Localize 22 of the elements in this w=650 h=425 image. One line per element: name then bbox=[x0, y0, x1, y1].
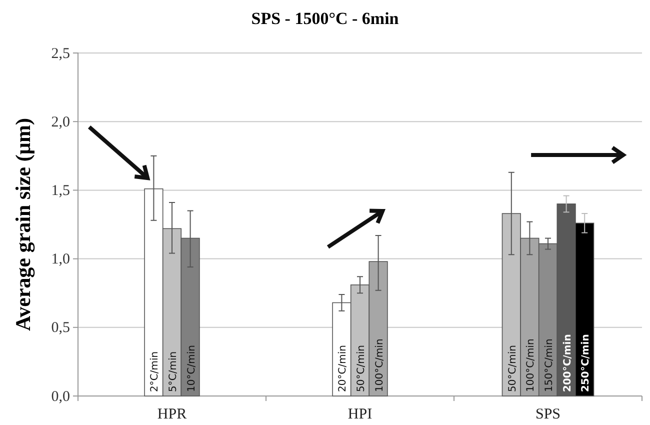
y-axis-title: Average grain size (µm) bbox=[11, 118, 35, 331]
y-tick-label: 1,0 bbox=[51, 252, 70, 268]
series-label: 50°C/min bbox=[507, 345, 518, 392]
series-label: 10°C/min bbox=[186, 345, 198, 392]
series-label: 20°C/min bbox=[338, 345, 349, 392]
chart-title: SPS - 1500°C - 6min bbox=[251, 9, 400, 28]
series-label: 5°C/min bbox=[168, 351, 179, 392]
series-label: 100°C/min bbox=[526, 338, 537, 392]
y-tick-label: 1,5 bbox=[51, 183, 70, 199]
y-tick-label: 2,0 bbox=[51, 114, 70, 130]
series-label: 150°C/min bbox=[544, 338, 555, 392]
y-tick-label: 0,0 bbox=[51, 388, 70, 405]
series-label: 50°C/min bbox=[356, 345, 367, 392]
series-label: 250°C/min bbox=[580, 334, 592, 392]
series-label: 2°C/min bbox=[150, 351, 161, 392]
series-label: 100°C/min bbox=[374, 338, 386, 392]
y-tick-label: 0,5 bbox=[51, 320, 70, 336]
x-tick-label: HPI bbox=[348, 406, 372, 423]
x-tick-label: HPR bbox=[157, 406, 187, 423]
series-label: 200°C/min bbox=[562, 334, 574, 392]
x-tick-label: SPS bbox=[535, 406, 561, 423]
y-tick-label: 2,5 bbox=[51, 46, 70, 62]
